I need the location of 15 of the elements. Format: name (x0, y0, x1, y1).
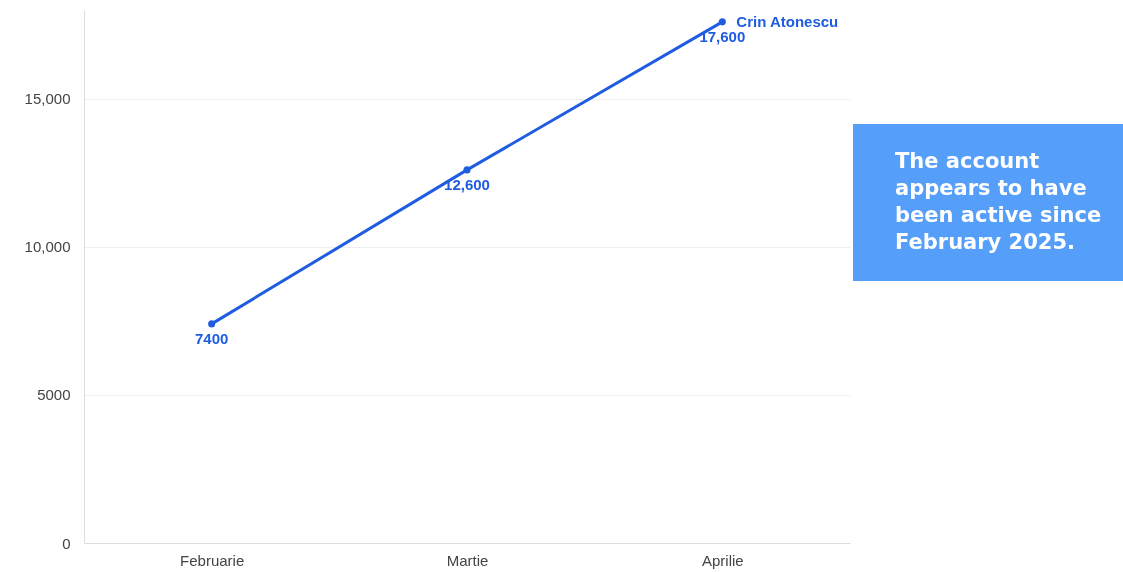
y-tick-label: 10,000 (24, 238, 71, 256)
text-box: The account appears to have been active since February 2025. (853, 124, 1123, 281)
y-tick-label: 5000 (37, 386, 71, 404)
point (718, 18, 726, 26)
data-label: 12,600 (444, 175, 490, 193)
data-label: 17,600 (699, 27, 746, 45)
x-tick-label: Februarie (180, 551, 245, 569)
point (463, 166, 471, 174)
x-tick-label: Martie (446, 551, 489, 569)
point (208, 320, 216, 328)
y-tick-label: 0 (62, 534, 71, 552)
data-label: 7400 (194, 329, 229, 347)
x-tick-label: Aprilie (701, 551, 744, 569)
series-label: Crin Atonescu (736, 12, 839, 30)
y-tick-label: 15,000 (24, 90, 71, 108)
